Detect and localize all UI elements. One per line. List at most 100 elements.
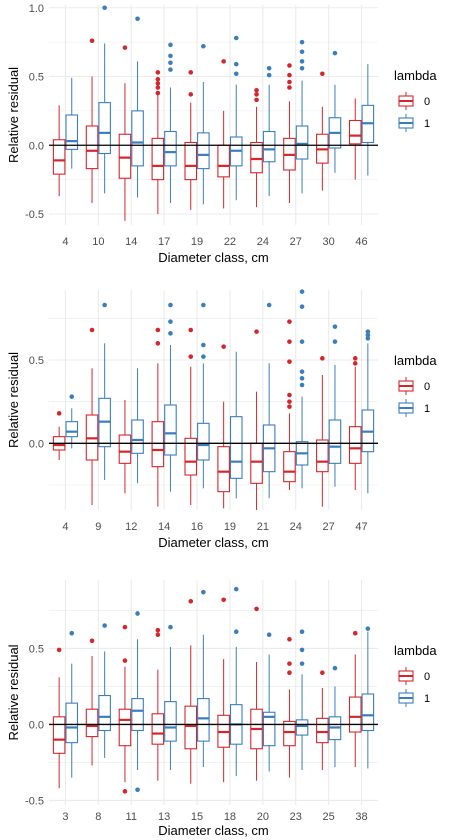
box-lambda-0-9	[85, 327, 99, 505]
outlier-point	[201, 354, 206, 359]
legend: lambda 0 1	[394, 643, 437, 707]
outlier-point	[233, 35, 239, 41]
iqr-box	[295, 125, 309, 160]
outlier-point	[287, 399, 292, 404]
iqr-box	[348, 119, 362, 145]
box-lambda-1-18	[229, 586, 243, 777]
outlier-point	[155, 70, 161, 75]
outlier-point	[155, 632, 161, 638]
box-lambda-0-8	[85, 638, 99, 766]
legend-label: 1	[424, 693, 430, 705]
box-lambda-0-23	[283, 636, 296, 778]
outlier-point	[221, 344, 226, 349]
box-lambda-0-19	[184, 70, 198, 210]
iqr-box	[85, 125, 99, 170]
iqr-box	[250, 141, 263, 174]
outlier-point	[287, 63, 292, 68]
outlier-point	[287, 359, 292, 364]
box-lambda-0-22	[217, 59, 230, 209]
x-tick-label: 19	[191, 236, 203, 248]
box-lambda-0-25	[316, 670, 329, 771]
outlier-point	[56, 647, 62, 653]
outlier-point	[168, 319, 173, 324]
outlier-point	[266, 302, 272, 308]
box-lambda-0-10	[85, 38, 99, 203]
x-tick-label: 13	[158, 811, 170, 823]
outlier-point	[155, 85, 161, 90]
outlier-point	[299, 289, 305, 294]
box-lambda-0-46	[348, 98, 362, 180]
box-lambda-1-14	[164, 302, 177, 492]
outlier-point	[221, 59, 226, 64]
x-tick-label: 27	[290, 236, 302, 248]
box-lambda-1-24	[295, 289, 309, 489]
x-tick-label: 4	[62, 521, 68, 533]
y-tick-label: -0.5	[25, 209, 44, 221]
outlier-point	[299, 65, 305, 71]
box-lambda-1-12	[131, 368, 144, 484]
y-axis-title: Relative residual	[6, 67, 21, 163]
iqr-box	[164, 701, 177, 742]
iqr-box	[184, 437, 198, 476]
outlier-point	[233, 586, 239, 592]
x-tick-label: 14	[158, 521, 170, 533]
box-lambda-1-11	[131, 611, 144, 793]
box-lambda-0-38	[348, 630, 362, 767]
x-tick-label: 11	[126, 811, 137, 823]
outlier-point	[352, 361, 358, 366]
box-lambda-1-21	[262, 302, 276, 499]
outlier-point	[365, 329, 371, 334]
x-tick-label: 14	[125, 236, 137, 248]
panel-2: 0.0 0.5 4 9 12 14 16 19 21 24 27 47 Diameter class, …	[6, 289, 437, 550]
iqr-box	[217, 144, 230, 178]
iqr-box	[184, 141, 198, 181]
outlier-point	[135, 16, 140, 22]
outlier-point	[352, 630, 358, 636]
x-tick-label: 22	[224, 236, 236, 248]
legend-title: lambda	[394, 353, 437, 368]
iqr-box	[118, 133, 132, 179]
iqr-box	[65, 702, 79, 744]
iqr-box	[52, 139, 66, 175]
y-tick-label: 0.5	[29, 355, 44, 367]
outlier-point	[89, 327, 95, 333]
outlier-point	[56, 411, 62, 416]
box-lambda-0-17	[151, 70, 165, 214]
outlier-point	[299, 39, 305, 45]
box-lambda-1-46	[361, 64, 375, 176]
outlier-point	[233, 61, 239, 67]
x-tick-label: 46	[355, 236, 367, 248]
outlier-point	[332, 665, 338, 671]
box-lambda-0-24	[283, 319, 296, 490]
y-axis-title: Relative residual	[6, 352, 21, 448]
box-lambda-1-38	[361, 626, 375, 769]
iqr-box	[328, 419, 342, 464]
outlier-point	[233, 629, 239, 634]
x-tick-label: 24	[290, 521, 302, 533]
outlier-point	[155, 341, 161, 346]
y-tick-label: -0.5	[25, 795, 44, 807]
iqr-box	[118, 708, 132, 747]
box-lambda-0-18	[217, 597, 230, 783]
iqr-box	[295, 719, 309, 736]
outlier-point	[69, 630, 75, 636]
outlier-point	[102, 5, 107, 11]
iqr-box	[164, 404, 177, 456]
outlier-point	[266, 72, 272, 78]
outlier-point	[299, 339, 305, 344]
legend-label: 0	[424, 671, 430, 683]
iqr-box	[262, 130, 276, 163]
outlier-point	[155, 81, 161, 86]
iqr-box	[229, 416, 243, 479]
box-lambda-1-27	[328, 324, 342, 487]
outlier-point	[122, 45, 128, 50]
outlier-point	[266, 65, 272, 71]
x-tick-label: 23	[290, 811, 302, 823]
x-axis-title: Diameter class, cm	[158, 250, 269, 265]
iqr-box	[262, 711, 276, 747]
outlier-point	[221, 597, 226, 603]
iqr-box	[348, 426, 362, 464]
outlier-point	[168, 67, 173, 72]
